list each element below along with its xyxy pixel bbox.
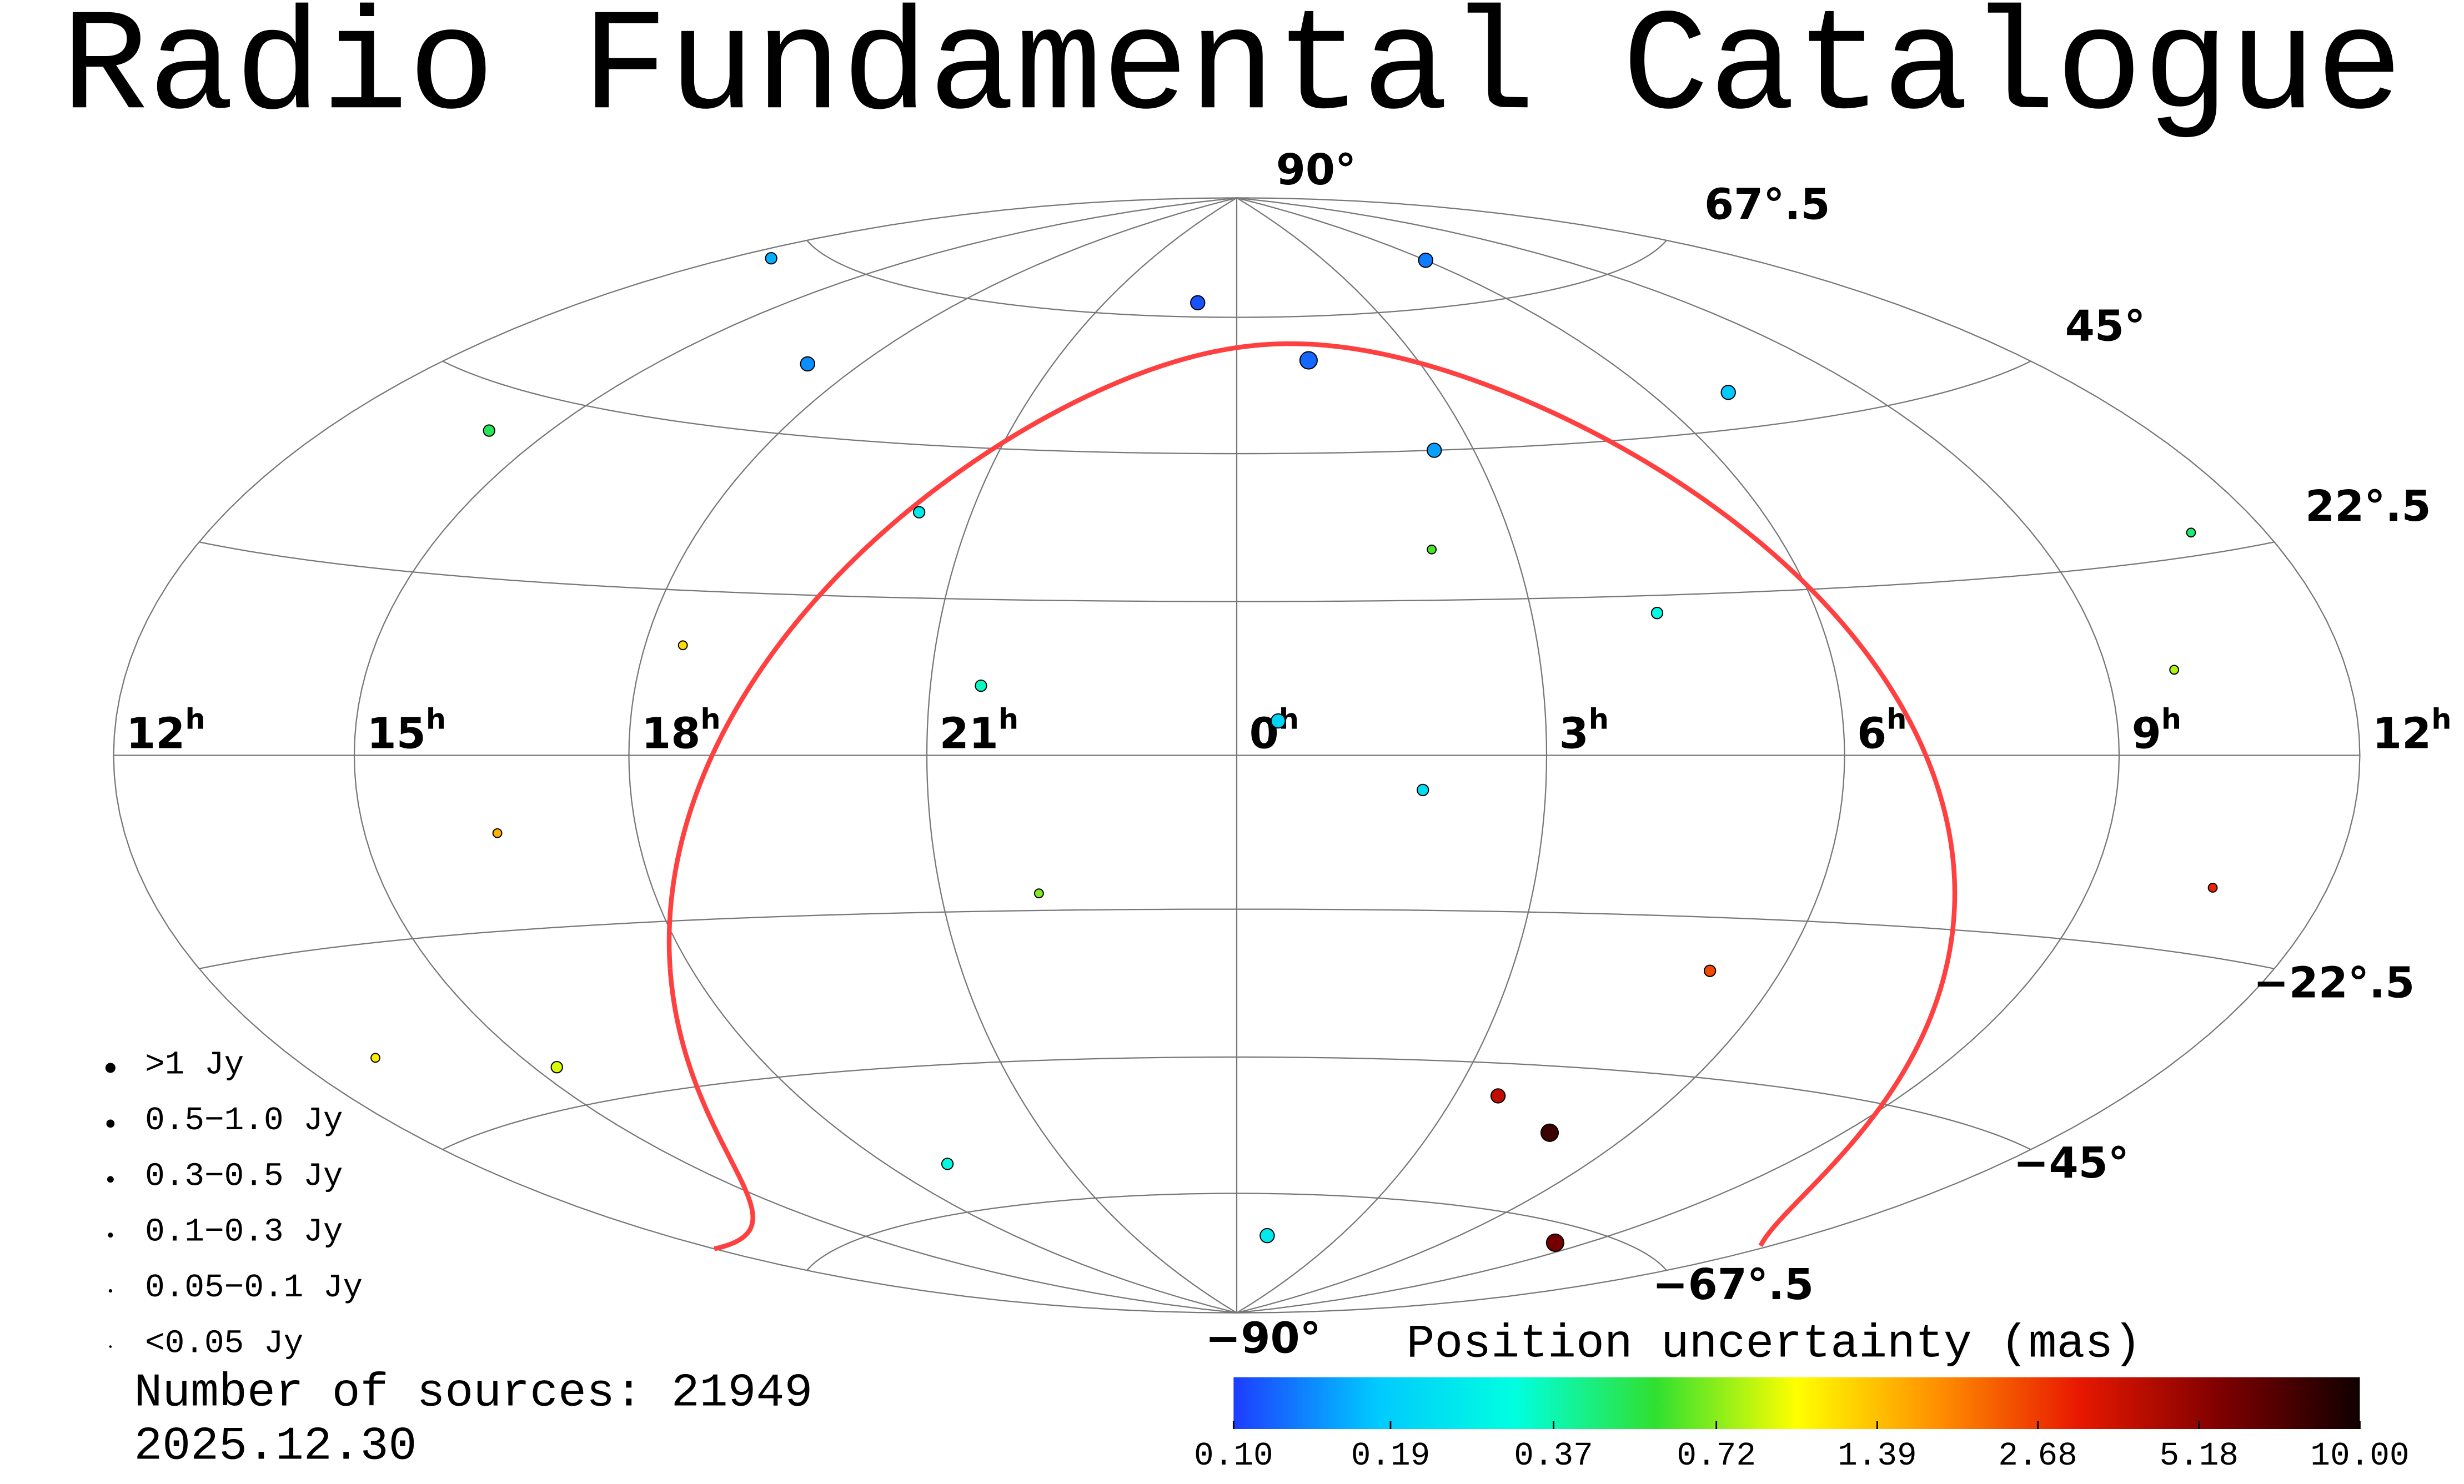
source <box>1490 1088 1506 1104</box>
colorbar-label: 0.10 <box>1194 1437 1273 1475</box>
source <box>975 679 987 692</box>
parallel <box>199 541 2275 602</box>
source <box>1540 1123 1559 1142</box>
legend-label: 0.5−1.0 Jy <box>145 1102 343 1139</box>
ra-value: 21 <box>940 710 998 759</box>
parallel <box>442 360 2031 455</box>
ra-value: 12 <box>126 710 185 759</box>
source <box>1703 964 1717 977</box>
colorbar-label: 0.72 <box>1677 1437 1756 1475</box>
source <box>1259 1228 1275 1244</box>
ra-label: 15h <box>367 703 446 758</box>
colorbar-label: 2.68 <box>1998 1437 2077 1475</box>
source <box>765 252 777 265</box>
dec-label: 45° <box>2065 302 2145 351</box>
source <box>2207 883 2218 893</box>
colorbar-title: Position uncertainty (mas) <box>1406 1318 2141 1371</box>
date: 2025.12.30 <box>134 1420 416 1473</box>
source-count: Number of sources: 21949 <box>134 1366 812 1420</box>
legend-dot <box>108 1233 113 1238</box>
legend-dot <box>105 1063 116 1073</box>
dec-label: 90° <box>1276 145 1356 195</box>
source <box>678 640 688 651</box>
ra-value: 12 <box>2372 710 2431 759</box>
source <box>1720 385 1736 400</box>
ra-label: 18h <box>641 703 721 758</box>
source <box>941 1158 954 1170</box>
source <box>492 828 503 838</box>
legend-dot <box>109 1345 112 1348</box>
dec-label: −45° <box>2013 1139 2129 1188</box>
grid <box>113 197 2361 1314</box>
dec-label: −90° <box>1205 1314 1321 1364</box>
ra-label: 3h <box>1559 703 1609 758</box>
legend-label: <0.05 Jy <box>145 1325 303 1362</box>
ra-value: 3 <box>1559 710 1589 759</box>
dec-label: 67°.5 <box>1704 180 1830 230</box>
dec-label: −22°.5 <box>2254 959 2415 1008</box>
ra-unit: h <box>185 703 205 736</box>
ra-value: 18 <box>641 710 700 759</box>
galactic-plane <box>666 341 1958 1247</box>
chart-title: Radio Fundamental Catalogue <box>61 0 2402 151</box>
legend-label: 0.3−0.5 Jy <box>145 1158 343 1195</box>
colorbar <box>1233 1377 2360 1429</box>
ra-value: 6 <box>1857 710 1886 759</box>
legend-dot <box>106 1119 115 1128</box>
ra-label: 9h <box>2132 703 2181 758</box>
colorbar-label: 1.39 <box>1838 1437 1917 1475</box>
source <box>1418 253 1434 268</box>
ra-label: 21h <box>940 703 1019 758</box>
parallel <box>806 1193 1667 1271</box>
source <box>1270 713 1286 729</box>
colorbar-label: 0.37 <box>1514 1437 1593 1475</box>
dec-label: −67°.5 <box>1653 1260 1814 1310</box>
colorbar-label: 5.18 <box>2159 1437 2239 1475</box>
source <box>370 1053 380 1063</box>
source <box>1190 295 1206 311</box>
source <box>1650 607 1664 620</box>
source <box>1299 351 1318 370</box>
source <box>1033 888 1044 899</box>
parallel <box>442 1056 2031 1150</box>
legend-label: >1 Jy <box>145 1046 244 1083</box>
source <box>1545 1233 1564 1252</box>
parallel <box>199 908 2275 969</box>
ra-value: 9 <box>2132 710 2161 759</box>
source <box>800 356 815 372</box>
colorbar-label: 10.00 <box>2310 1437 2409 1475</box>
ra-unit: h <box>700 703 720 736</box>
ra-label: 6h <box>1857 703 1906 758</box>
ra-unit: h <box>2161 703 2181 736</box>
source <box>912 506 926 519</box>
ra-value: 15 <box>367 710 426 759</box>
source <box>1427 442 1442 458</box>
legend-dot <box>107 1176 114 1183</box>
ra-unit: h <box>1589 703 1609 736</box>
galactic-plane <box>668 968 755 1251</box>
ra-unit: h <box>2431 703 2451 736</box>
source <box>2169 665 2180 675</box>
legend-label: 0.05−0.1 Jy <box>145 1269 363 1306</box>
ra-unit: h <box>998 703 1018 736</box>
source <box>550 1061 563 1074</box>
source <box>2186 527 2196 538</box>
source <box>1417 783 1429 797</box>
source <box>1427 544 1437 555</box>
ra-label: 12h <box>126 703 205 758</box>
dec-label: 22°.5 <box>2305 482 2431 531</box>
colorbar-label: 0.19 <box>1351 1437 1431 1475</box>
source <box>483 424 495 437</box>
ra-label: 0h <box>1249 703 1299 758</box>
parallel <box>806 240 1667 318</box>
legend-label: 0.1−0.3 Jy <box>145 1214 343 1251</box>
ra-label: 12h <box>2372 703 2452 758</box>
ra-unit: h <box>426 703 446 736</box>
legend-dot <box>108 1289 113 1293</box>
